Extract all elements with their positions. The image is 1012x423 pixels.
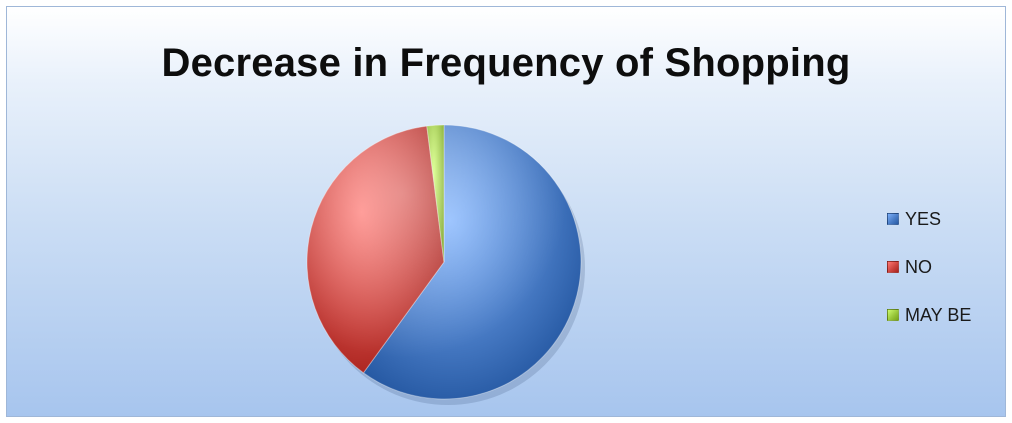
pie-highlight	[307, 125, 581, 399]
legend-item-yes: YES	[887, 207, 971, 231]
legend-item-no: NO	[887, 255, 971, 279]
legend-swatch-yes	[887, 213, 899, 225]
legend-label-maybe: MAY BE	[905, 304, 972, 325]
legend-item-maybe: MAY BE	[887, 303, 971, 327]
legend-label-no: NO	[905, 256, 932, 277]
legend-swatch-maybe	[887, 309, 899, 321]
pie-chart	[306, 124, 585, 405]
legend-swatch-no	[887, 261, 899, 273]
chart-area: Decrease in Frequency of Shopping YES NO…	[6, 6, 1006, 417]
legend: YES NO MAY BE	[887, 207, 971, 351]
legend-label-yes: YES	[905, 208, 942, 229]
chart-title: Decrease in Frequency of Shopping	[161, 41, 851, 85]
